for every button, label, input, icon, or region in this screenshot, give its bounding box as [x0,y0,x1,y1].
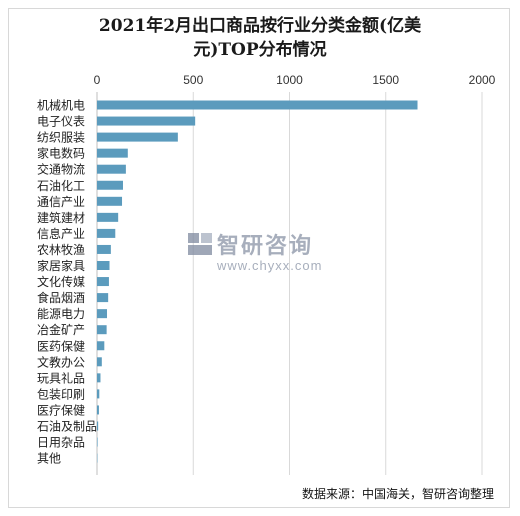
watermark-brand: 智研咨询 [217,234,314,259]
category-label: 日用杂品 [37,436,85,450]
bar [97,325,107,335]
category-label: 电子仪表 [37,115,85,129]
category-label: 信息产业 [37,226,85,241]
category-label: 纺织服装 [37,131,85,145]
category-label: 食品烟酒 [37,290,85,305]
x-tick-label: 500 [183,73,203,87]
bar [97,212,119,222]
category-label: 石油化工 [37,179,85,193]
category-label: 农林牧渔 [37,243,85,257]
bar [97,421,99,431]
bar [97,437,98,447]
category-label: 冶金矿产 [37,322,85,337]
bar [97,180,123,190]
bar [97,309,108,319]
bar [97,357,102,367]
category-label: 文教办公 [37,354,85,369]
category-label: 文化传媒 [37,274,85,289]
bar [97,405,99,415]
watermark-url: www.chyxx.com [217,258,323,273]
category-label: 包装印刷 [37,387,85,401]
bar [97,373,101,383]
bar [97,228,116,238]
category-label: 机械机电 [37,98,85,113]
category-label: 建筑建材 [37,210,85,225]
chart-title-line-1: 2021年2月出口商品按行业分类金额(亿美 [98,16,422,36]
watermark: 智研咨询 www.chyxx.com [187,230,347,280]
category-label: 玩具礼品 [37,370,85,385]
bar [97,389,100,399]
bar [97,164,126,174]
x-tick-label: 1500 [372,73,399,87]
category-label: 家电数码 [37,146,85,161]
bar [97,132,178,142]
category-label: 其他 [37,452,61,466]
category-label: 家居家具 [37,258,85,273]
x-tick-label: 1000 [276,73,303,87]
category-label: 通信产业 [37,195,85,209]
category-label: 医药保健 [37,339,85,353]
bar [97,261,110,270]
bar [97,100,418,110]
bar [97,116,196,126]
brand-logo-icon [188,233,212,255]
chart-title: 2021年2月出口商品按行业分类金额(亿美 元)TOP分布情况 [0,14,520,62]
chart-title-line-2: 元)TOP分布情况 [193,40,327,60]
bar [97,277,109,287]
x-tick-label: 0 [94,73,101,87]
category-label: 能源电力 [37,307,85,321]
chart-frame [8,8,510,508]
category-label: 石油及制品 [37,420,97,434]
bar [97,293,109,303]
category-label: 医疗保健 [37,403,85,417]
x-tick-label: 2000 [469,73,496,87]
bar [97,341,105,351]
source-note: 数据来源：中国海关，智研咨询整理 [301,487,494,501]
bar [97,244,111,254]
bar [97,196,123,206]
bar [97,148,128,158]
category-label: 交通物流 [37,162,85,177]
